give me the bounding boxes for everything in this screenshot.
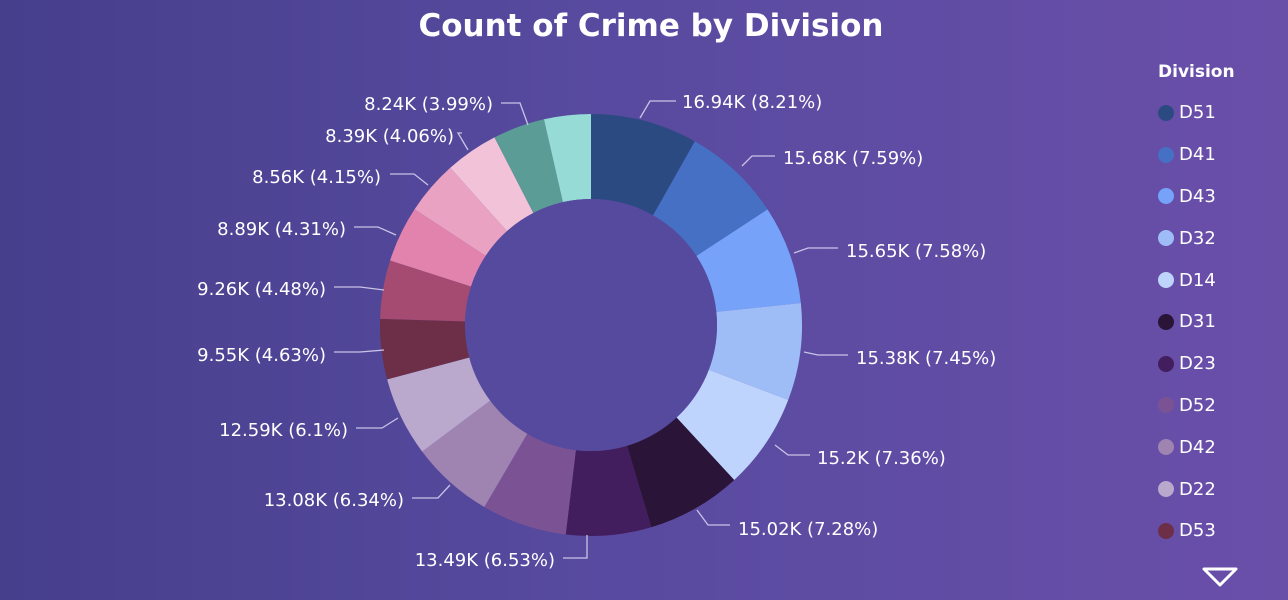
legend-label: D14 [1179,269,1216,291]
donut-slice-14[interactable] [450,137,534,232]
legend-item-d22[interactable]: D22 [1158,468,1278,510]
legend-item-d23[interactable]: D23 [1158,343,1278,385]
legend-label: D23 [1179,353,1216,375]
legend-label: D42 [1179,436,1216,458]
leader-line-1 [741,155,775,167]
legend-swatch [1158,230,1174,247]
legend: Division D51 D41 D43 D32 D14 D31 D23 D52 D42 D22 D… [1158,62,1278,552]
leader-line-3 [803,351,848,356]
legend-item-d41[interactable]: D41 [1158,134,1278,176]
donut-slice-5[interactable] [626,417,735,528]
legend-swatch [1158,522,1174,539]
legend-label: D32 [1179,227,1216,249]
legend-label: D31 [1179,311,1216,333]
legend-swatch [1158,313,1174,330]
data-label-9: 12.59K (6.1%) [219,420,348,441]
leader-line-12 [354,226,397,236]
data-label-10: 9.55K (4.63%) [197,345,326,366]
leader-line-5 [696,509,730,526]
legend-item-d32[interactable]: D32 [1158,217,1278,259]
legend-item-d14[interactable]: D14 [1158,259,1278,301]
data-label-13: 8.56K (4.15%) [252,167,381,188]
leader-line-14 [456,132,469,151]
legend-item-d31[interactable]: D31 [1158,301,1278,343]
legend-swatch [1158,355,1174,372]
legend-label: D43 [1179,185,1216,207]
data-label-11: 9.26K (4.48%) [197,279,326,300]
legend-swatch [1158,439,1174,456]
donut-slice-12[interactable] [390,209,486,287]
donut-slice-1[interactable] [653,141,768,256]
data-label-3: 15.38K (7.45%) [856,348,996,369]
data-label-1: 15.68K (7.59%) [783,148,923,169]
data-label-6: 13.49K (6.53%) [415,550,555,571]
legend-swatch [1158,104,1174,121]
leader-line-9 [356,417,399,429]
leader-line-8 [412,484,451,499]
donut-slice-15[interactable] [494,119,563,213]
donut-slice-6[interactable] [565,445,652,536]
donut-slice-4[interactable] [676,369,789,480]
leader-line-13 [390,173,429,186]
donut-slice-0[interactable] [591,114,695,216]
legend-label: D22 [1179,478,1216,500]
donut-slice-7[interactable] [484,433,576,535]
donut-slice-8[interactable] [422,400,528,508]
donut-hole [465,199,717,451]
legend-scroll-down-icon[interactable] [1202,566,1238,588]
legend-title: Division [1158,62,1235,82]
legend-item-d53[interactable]: D53 [1158,510,1278,552]
donut-chart: 16.94K (8.21%) 15.68K (7.59%) 15.65K (7.58… [197,92,996,571]
leader-line-10 [334,349,385,353]
data-label-14: 8.39K (4.06%) [325,126,454,147]
data-label-2: 15.65K (7.58%) [846,241,986,262]
data-label-0: 16.94K (8.21%) [682,92,822,113]
legend-swatch [1158,272,1174,289]
chart-title: Count of Crime by Division [418,8,884,44]
data-label-4: 15.2K (7.36%) [817,448,946,469]
legend-swatch [1158,481,1174,498]
data-label-8: 13.08K (6.34%) [264,490,404,511]
legend-label: D52 [1179,394,1216,416]
donut-slice-3[interactable] [708,303,802,400]
donut-slice-10[interactable] [380,318,470,380]
leader-line-2 [793,247,838,254]
donut-slice-16[interactable] [543,114,591,203]
donut-slice-9[interactable] [387,357,491,452]
leader-line-15 [501,102,529,126]
leader-line-11 [334,286,385,291]
legend-swatch [1158,188,1174,205]
legend-item-d43[interactable]: D43 [1158,176,1278,218]
legend-label: D41 [1179,144,1216,166]
legend-item-d51[interactable]: D51 [1158,92,1278,134]
legend-label: D51 [1179,102,1216,124]
donut-slice-13[interactable] [414,167,507,256]
legend-item-d42[interactable]: D42 [1158,426,1278,468]
leader-line-6 [563,535,588,559]
leader-line-0 [639,100,676,119]
data-label-12: 8.89K (4.31%) [217,219,346,240]
donut-slice-2[interactable] [696,209,801,312]
legend-item-d52[interactable]: D52 [1158,385,1278,427]
legend-label: D53 [1179,520,1216,542]
data-label-15: 8.24K (3.99%) [364,94,493,115]
legend-swatch [1158,146,1174,163]
data-label-5: 15.02K (7.28%) [738,519,878,540]
donut-slice-11[interactable] [380,260,472,322]
legend-swatch [1158,397,1174,414]
leader-line-4 [774,444,810,456]
